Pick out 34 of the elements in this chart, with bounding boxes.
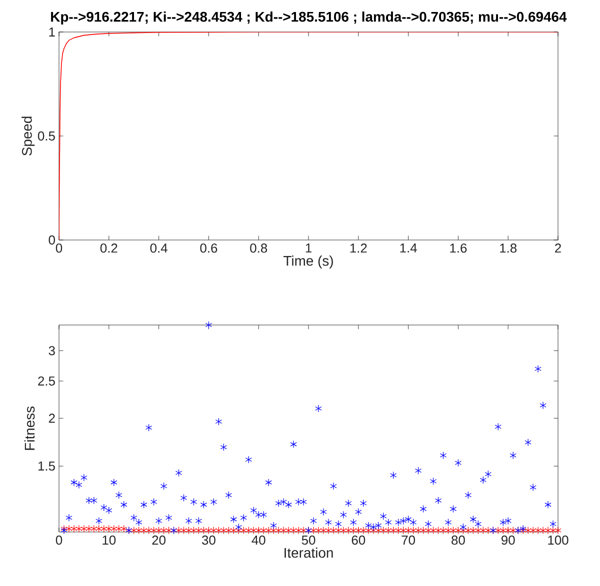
x-tick-label: 1.2 bbox=[350, 244, 367, 253]
x-tick-label: 0 bbox=[56, 244, 62, 253]
x-tick-label: 30 bbox=[202, 536, 216, 545]
x-tick-label: 1.4 bbox=[400, 244, 417, 252]
x-axis-title: Iteration bbox=[284, 548, 333, 558]
y-axis-title: Speed bbox=[22, 116, 35, 156]
x-tick-label: 50 bbox=[302, 536, 316, 545]
x-tick-label: 0.2 bbox=[100, 244, 118, 253]
x-tick-label: 0.8 bbox=[250, 244, 268, 253]
y-axis-title: Fitness bbox=[24, 406, 35, 450]
x-tick-label: 40 bbox=[252, 536, 266, 545]
x-tick-label: 0.4 bbox=[150, 244, 168, 253]
x-tick-label: 0.6 bbox=[200, 244, 218, 253]
x-tick-label: 20 bbox=[152, 536, 166, 545]
x-tick-label: 100 bbox=[548, 536, 568, 545]
x-tick-label: 90 bbox=[502, 536, 515, 545]
y-tick-label: 1.5 bbox=[38, 462, 55, 471]
x-tick-label: 1.6 bbox=[450, 244, 467, 253]
chart-title: Kp-->916.2217; Ki-->248.4534 ; Kd-->185.5106 ; lamda-->0.70365; mu-->0.69464 bbox=[51, 11, 567, 24]
x-tick-label: 1.8 bbox=[500, 244, 517, 253]
y-tick-label: 2.5 bbox=[38, 376, 55, 386]
x-tick-label: 80 bbox=[452, 536, 465, 545]
y-tick-label: 2 bbox=[48, 414, 55, 423]
x-tick-label: 1 bbox=[306, 244, 312, 252]
x-tick-label: 0 bbox=[56, 536, 62, 545]
y-tick-label: 0 bbox=[48, 235, 55, 245]
y-tick-label: 0.5 bbox=[38, 131, 55, 141]
x-tick-label: 60 bbox=[352, 536, 366, 545]
y-tick-label: 1 bbox=[49, 28, 55, 36]
x-tick-label: 10 bbox=[102, 536, 116, 545]
y-tick-label: 3 bbox=[48, 346, 55, 356]
x-tick-label: 70 bbox=[402, 536, 416, 545]
x-tick-label: 2 bbox=[555, 244, 561, 253]
x-axis-title: Time (s) bbox=[284, 256, 333, 269]
